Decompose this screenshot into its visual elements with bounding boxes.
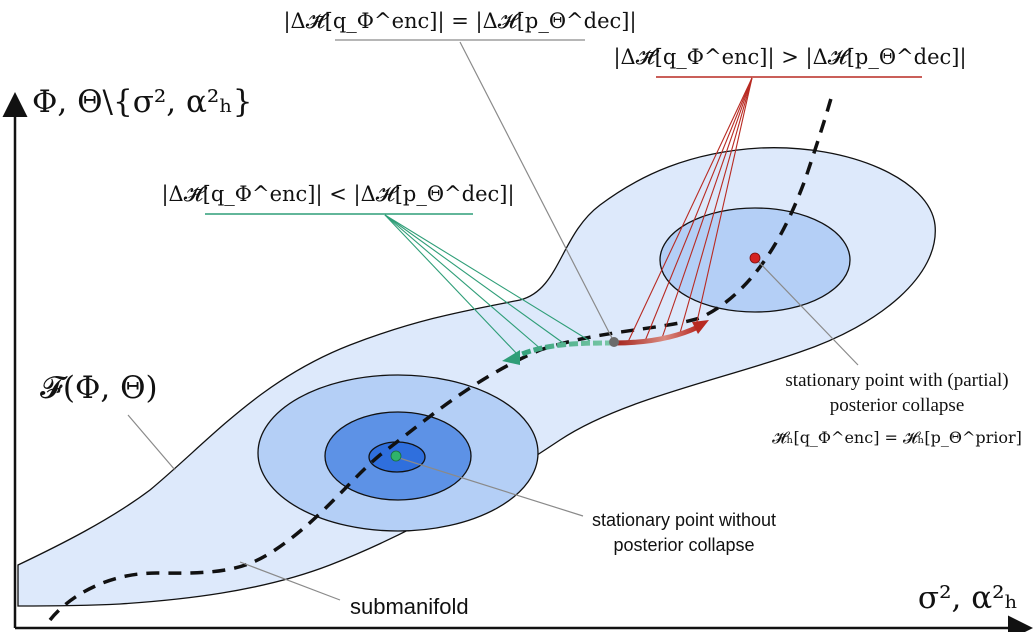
y-axis-label: Φ, Θ\{σ², α²ₕ}: [32, 84, 253, 120]
red-flow-arrow: [613, 324, 700, 346]
less-condition-leaders: [384, 214, 591, 356]
green-arrowhead: [502, 350, 520, 365]
no-collapse-point: [390, 450, 402, 462]
less-condition-label: |Δ𝓗̄[q_Φ^enc]| < |Δ𝓗[p_Θ^dec]|: [161, 182, 514, 207]
greater-condition-leaders: [627, 77, 753, 343]
objective-label: 𝓕(Φ, Θ): [40, 370, 158, 406]
eq-condition-label: |Δ𝓗̄[q_Φ^enc]| = |Δ𝓗[p_Θ^dec]|: [283, 9, 636, 34]
submanifold-label: submanifold: [350, 594, 469, 619]
no-collapse-line1: stationary point without: [592, 510, 776, 530]
collapse-point-line2: posterior collapse: [830, 395, 965, 416]
collapse-point: [749, 252, 761, 264]
gray-leaders: [127, 41, 859, 601]
no-collapse-line2: posterior collapse: [613, 535, 754, 555]
collapse-point-formula: 𝓗̄ₕ[q_Φ^enc] = 𝓗ₕ[p_Θ^prior]: [772, 428, 1022, 447]
greater-condition-label: |Δ𝓗̄[q_Φ^enc]| > |Δ𝓗[p_Θ^dec]|: [613, 45, 966, 70]
x-axis-label: σ², α²ₕ: [918, 580, 1018, 616]
saddle-point: [609, 337, 619, 347]
collapse-point-line1: stationary point with (partial): [785, 370, 1008, 391]
green-flow-arrow: [513, 340, 615, 360]
red-arrowhead: [692, 320, 709, 334]
